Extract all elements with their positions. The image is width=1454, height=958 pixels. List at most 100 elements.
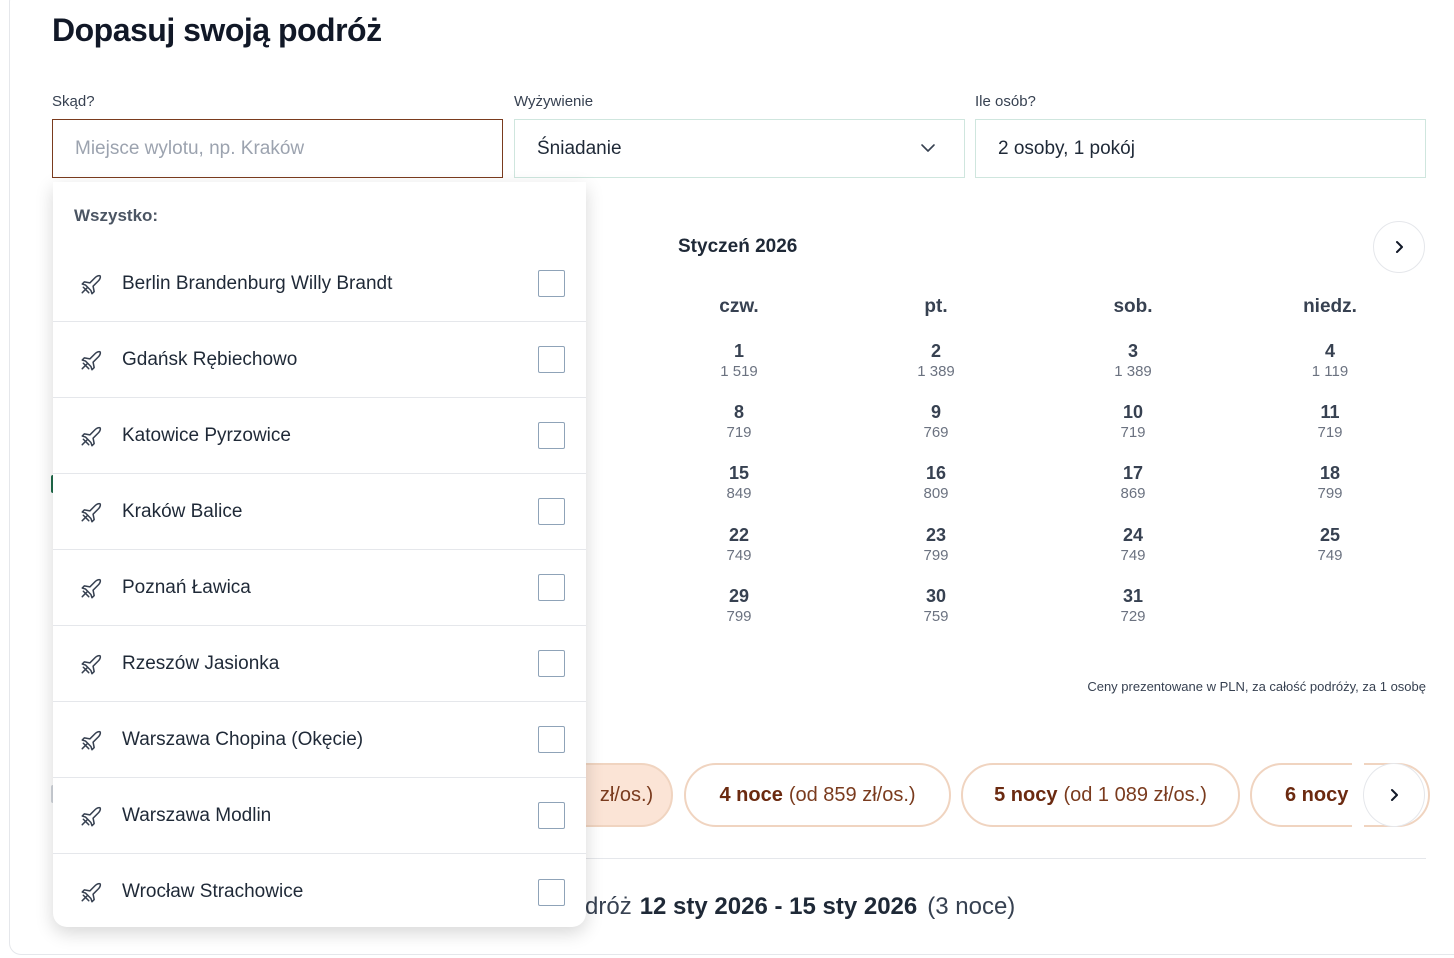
people-field[interactable]: 2 osoby, 1 pokój (975, 119, 1426, 178)
calendar-day[interactable]: 31 729 (1073, 586, 1193, 627)
day-number: 9 (930, 402, 941, 422)
calendar-day[interactable]: 30 759 (876, 586, 996, 627)
day-price: 799 (1317, 485, 1343, 502)
day-number: 3 (1127, 341, 1138, 361)
airport-label: Poznań Ławica (122, 576, 251, 598)
calendar-day[interactable]: 9 769 (876, 402, 996, 443)
pill-bold: 4 noce (719, 783, 783, 806)
day-price: 869 (1120, 485, 1146, 502)
price-note: Ceny prezentowane w PLN, za całość podró… (1087, 679, 1426, 694)
day-number: 16 (925, 463, 947, 483)
page-title: Dopasuj swoją podróż (52, 12, 382, 48)
airport-option[interactable]: Kraków Balice (53, 474, 586, 550)
chevron-right-icon (1391, 789, 1398, 801)
plane-icon (81, 426, 102, 447)
pill-rest: (od 859 zł/os.) (788, 783, 916, 806)
nights-next-button[interactable] (1363, 763, 1425, 827)
day-price: 749 (726, 547, 752, 564)
calendar-day[interactable]: 24 749 (1073, 525, 1193, 566)
airport-label: Kraków Balice (122, 500, 243, 522)
departure-dropdown: Wszystko: Berlin Brandenburg Willy Brand… (53, 182, 586, 927)
airport-option[interactable]: Wrocław Strachowice (53, 854, 586, 927)
day-price: 799 (923, 547, 949, 564)
day-number: 10 (1122, 402, 1144, 422)
summary-dates: 12 sty 2026 - 15 sty 2026 (639, 893, 918, 920)
day-price: 719 (726, 424, 752, 441)
day-price: 719 (1317, 424, 1343, 441)
airport-option[interactable]: Rzeszów Jasionka (53, 626, 586, 702)
airport-option[interactable]: Gdańsk Rębiechowo (53, 322, 586, 398)
board-value: Śniadanie (537, 137, 622, 159)
day-number: 31 (1122, 586, 1144, 606)
airport-checkbox[interactable] (538, 878, 565, 906)
airport-label: Gdańsk Rębiechowo (122, 348, 298, 370)
from-field[interactable] (52, 119, 503, 178)
calendar-day[interactable]: 29 799 (679, 586, 799, 627)
airport-checkbox[interactable] (538, 726, 565, 753)
day-price: 759 (923, 608, 949, 625)
airport-checkbox[interactable] (538, 498, 565, 525)
calendar-day[interactable]: 11 719 (1270, 402, 1390, 443)
calendar-day[interactable]: 16 809 (876, 463, 996, 504)
plane-icon (81, 502, 102, 523)
calendar-day[interactable]: 17 869 (1073, 463, 1193, 504)
day-number: 17 (1122, 463, 1144, 483)
airport-label: Rzeszów Jasionka (122, 652, 280, 674)
chevron-down-icon (921, 144, 935, 152)
dropdown-header: Wszystko: (74, 206, 159, 225)
calendar-day[interactable]: 15 849 (679, 463, 799, 504)
weekday-thu: czw. (719, 296, 759, 317)
airport-label: Warszawa Chopina (Okęcie) (122, 728, 364, 750)
calendar-day[interactable]: 10 719 (1073, 402, 1193, 443)
airport-label: Wrocław Strachowice (122, 881, 304, 902)
airport-checkbox[interactable] (538, 270, 565, 297)
pill-rest: zł/os.) (599, 783, 654, 806)
day-price: 729 (1120, 608, 1146, 625)
day-price: 849 (726, 485, 752, 502)
airport-checkbox[interactable] (538, 574, 565, 601)
plane-icon (81, 730, 102, 751)
day-price: 769 (923, 424, 949, 441)
day-number: 24 (1122, 525, 1144, 545)
plane-icon (81, 274, 102, 295)
nights-pill-4[interactable]: 4 noce (od 859 zł/os.) (684, 763, 951, 827)
calendar-day[interactable]: 4 1 119 (1270, 341, 1390, 382)
airport-checkbox[interactable] (538, 650, 565, 677)
nights-pill-5[interactable]: 5 nocy (od 1 089 zł/os.) (961, 763, 1240, 827)
calendar-day[interactable]: 25 749 (1270, 525, 1390, 566)
calendar-next-button[interactable] (1373, 221, 1425, 273)
airport-checkbox[interactable] (538, 346, 565, 373)
calendar-day[interactable]: 23 799 (876, 525, 996, 566)
calendar-day[interactable]: 18 799 (1270, 463, 1390, 504)
day-price: 749 (1317, 547, 1343, 564)
day-number: 8 (733, 402, 744, 422)
calendar-day[interactable]: 3 1 389 (1073, 341, 1193, 382)
day-number: 30 (925, 586, 947, 606)
weekday-sat: sob. (1113, 296, 1153, 317)
airport-checkbox[interactable] (538, 422, 565, 449)
calendar-day[interactable]: 22 749 (679, 525, 799, 566)
airport-option[interactable]: Warszawa Modlin (53, 778, 586, 854)
pill-rest: (od 1 089 zł/os.) (1063, 783, 1207, 806)
airport-option[interactable]: Poznań Ławica (53, 550, 586, 626)
calendar-day[interactable]: 8 719 (679, 402, 799, 443)
day-number: 23 (925, 525, 947, 545)
airport-option[interactable]: Berlin Brandenburg Willy Brandt (53, 246, 586, 322)
from-input[interactable] (75, 137, 480, 160)
day-number: 15 (728, 463, 750, 483)
plane-icon (81, 578, 102, 599)
calendar-day[interactable]: 2 1 389 (876, 341, 996, 382)
airport-checkbox[interactable] (538, 802, 565, 829)
day-price: 719 (1120, 424, 1146, 441)
day-price: 1 519 (720, 363, 758, 380)
airport-option[interactable]: Warszawa Chopina (Okęcie) (53, 702, 586, 778)
board-select[interactable]: Śniadanie (514, 119, 965, 178)
page-frame (9, 0, 1454, 955)
calendar-day[interactable]: 1 1 519 (679, 341, 799, 382)
pill-bold: 6 nocy (1285, 783, 1349, 806)
day-price: 1 389 (917, 363, 955, 380)
airport-option[interactable]: Katowice Pyrzowice (53, 398, 586, 474)
people-label: Ile osób? (975, 93, 1036, 110)
plane-icon (81, 350, 102, 371)
day-price: 799 (726, 608, 752, 625)
